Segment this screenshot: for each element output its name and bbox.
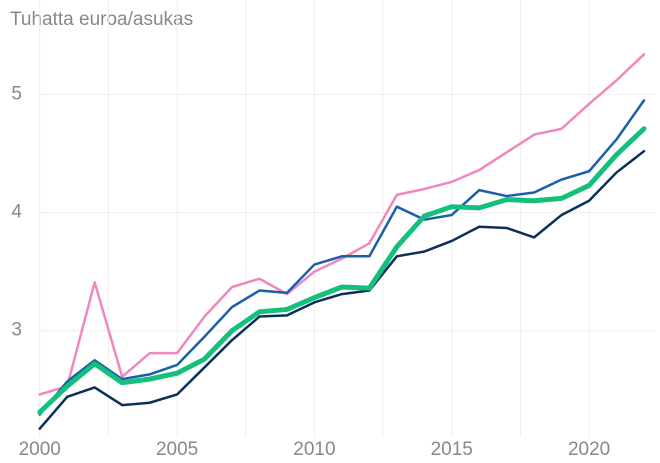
y-tick-label: 5: [11, 84, 22, 105]
series-line: [37, 126, 647, 415]
x-tick-label: 2015: [431, 439, 473, 460]
series-line: [38, 149, 646, 430]
chart-title: Tuhatta euroa/asukas: [10, 9, 193, 30]
x-tick-label: 2020: [568, 439, 610, 460]
x-tick-label: 2000: [19, 439, 61, 460]
series-line: [38, 99, 646, 416]
x-tick-label: 2010: [293, 439, 335, 460]
y-tick-label: 3: [11, 320, 22, 341]
y-tick-label: 4: [11, 202, 22, 223]
x-tick-label: 2005: [156, 439, 198, 460]
series-line: [38, 53, 646, 396]
